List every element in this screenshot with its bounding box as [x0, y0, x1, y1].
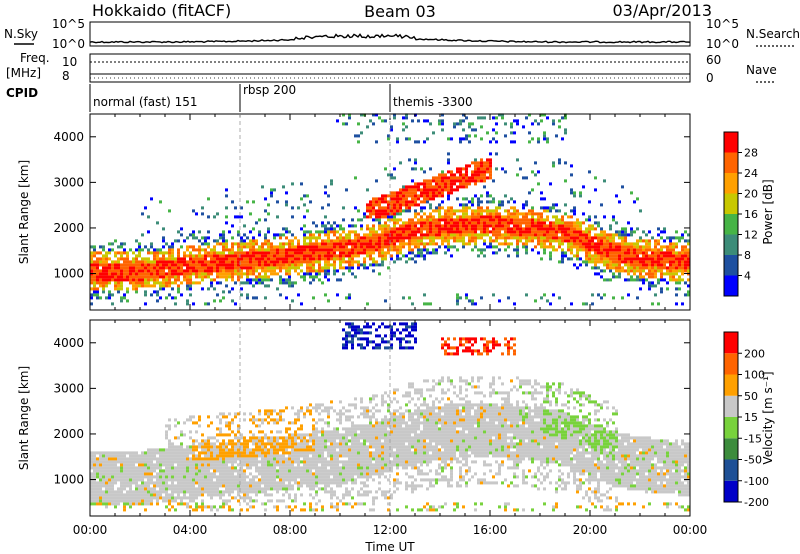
colorbar-swatch	[724, 234, 738, 255]
noise-right-label: N.Search	[746, 27, 800, 41]
freq-label-line2: [MHz]	[6, 66, 41, 80]
colorbar-swatch	[724, 480, 738, 502]
frequency-panel: Freq. [MHz] 10 8 60 0 Nave	[6, 51, 777, 85]
colorbar-tick-label: 16	[744, 208, 758, 221]
power-panel: 1000 2000 3000 4000 Slant Range [km] 4 8 12 16…	[17, 113, 775, 311]
y-tick-label: 3000	[53, 175, 84, 189]
y-tick-label: 4000	[53, 130, 84, 144]
colorbar-swatch	[724, 193, 738, 214]
colorbar-tick-label: 200	[744, 347, 765, 360]
beam-title: Beam 03	[364, 2, 436, 21]
power-ylabel: Slant Range [km]	[17, 160, 31, 264]
cpid-segment-label: themis -3300	[393, 95, 473, 109]
freq-label-line1: Freq.	[20, 51, 50, 65]
noise-left-tick-low: 10^0	[52, 37, 85, 51]
colorbar-tick-label: -200	[744, 496, 769, 509]
x-tick-label: 20:00	[573, 523, 608, 537]
colorbar-swatch	[724, 353, 738, 375]
date-title: 03/Apr/2013	[612, 1, 712, 20]
colorbar-tick-label: -50	[744, 454, 762, 467]
nave-tick-low: 0	[706, 71, 714, 85]
x-tick-label: 00:00	[673, 523, 708, 537]
colorbar-swatch	[724, 255, 738, 276]
colorbar-swatch	[724, 395, 738, 417]
nave-label: Nave	[746, 63, 777, 77]
colorbar-tick-label: 15	[744, 411, 758, 424]
colorbar-swatch	[724, 459, 738, 481]
y-tick-label: 1000	[53, 267, 84, 281]
noise-panel: N.Sky 10^5 10^0 10^5 10^0 N.Search	[4, 17, 800, 51]
x-tick-label: 12:00	[373, 523, 408, 537]
colorbar-tick-label: -15	[744, 432, 762, 445]
colorbar-tick-label: 24	[744, 167, 758, 180]
x-tick-label: 04:00	[173, 523, 208, 537]
y-tick-label: 2000	[53, 221, 84, 235]
x-tick-label: 00:00	[73, 523, 108, 537]
colorbar-tick-label: 100	[744, 369, 765, 382]
colorbar-swatch	[724, 332, 738, 354]
cpid-segment-label: rbsp 200	[243, 83, 296, 97]
y-tick-label: 3000	[53, 381, 84, 395]
colorbar-tick-label: 4	[744, 270, 751, 283]
cpid-bar: CPID normal (fast) 151 rbsp 200 themis -33…	[6, 83, 473, 112]
colorbar-tick-label: 20	[744, 188, 758, 201]
colorbar-swatch	[724, 173, 738, 194]
y-tick-label: 4000	[53, 336, 84, 350]
freq-tick-low: 8	[62, 69, 70, 83]
colorbar-tick-label: 50	[744, 390, 758, 403]
noise-left-label: N.Sky	[4, 27, 38, 41]
colorbar-swatch	[724, 152, 738, 173]
velocity-colorbar-label: Velocity [m s⁻¹]	[761, 371, 775, 464]
cpid-label: CPID	[6, 86, 38, 100]
colorbar-tick-label: 28	[744, 147, 758, 160]
colorbar-swatch	[724, 275, 738, 296]
colorbar-tick-label: 8	[744, 249, 751, 262]
colorbar-swatch	[724, 214, 738, 235]
power-colorbar-label: Power [dB]	[761, 179, 775, 244]
noise-left-tick-high: 10^5	[52, 17, 85, 31]
colorbar-swatch	[724, 417, 738, 439]
x-axis-label: Time UT	[364, 540, 415, 554]
colorbar-swatch	[724, 132, 738, 153]
x-tick-label: 16:00	[473, 523, 508, 537]
velocity-panel: 1000 2000 3000 4000 00:00 04:00 08:00 12:00 16:0…	[17, 319, 775, 554]
noise-right-tick-high: 10^5	[706, 17, 739, 31]
noise-right-tick-low: 10^0	[706, 37, 739, 51]
freq-tick-high: 10	[62, 55, 77, 69]
x-tick-label: 08:00	[273, 523, 308, 537]
colorbar-swatch	[724, 374, 738, 396]
velocity-ylabel: Slant Range [km]	[17, 366, 31, 470]
y-tick-label: 2000	[53, 427, 84, 441]
cpid-segment-label: normal (fast) 151	[93, 95, 197, 109]
colorbar-tick-label: 12	[744, 229, 758, 242]
y-tick-label: 1000	[53, 473, 84, 487]
station-title: Hokkaido (fitACF)	[92, 1, 231, 20]
nave-tick-high: 60	[706, 53, 721, 67]
noise-sky-series	[89, 33, 691, 44]
colorbar-tick-label: -100	[744, 475, 769, 488]
colorbar-swatch	[724, 438, 738, 460]
